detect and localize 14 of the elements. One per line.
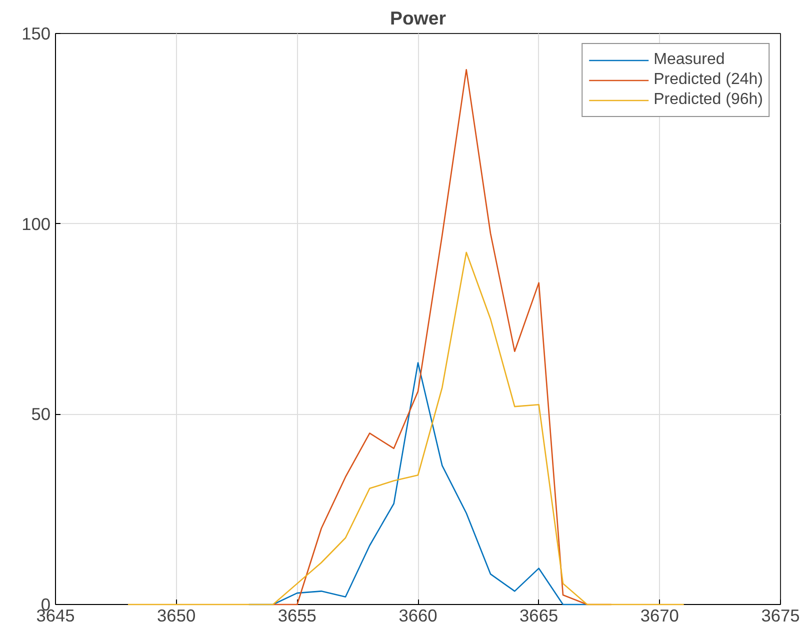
legend-label: Measured <box>654 51 725 69</box>
x-tick-label: 3660 <box>398 606 438 626</box>
x-tick-label: 3650 <box>157 606 196 626</box>
x-tick-label: 3670 <box>640 606 679 626</box>
x-tick-label: 3675 <box>761 606 800 626</box>
x-tick-label: 3655 <box>278 606 316 626</box>
y-tick-label: 100 <box>22 214 51 234</box>
legend-label: Predicted (96h) <box>654 91 763 109</box>
line-series <box>127 252 684 606</box>
chart-title: Power <box>390 8 446 28</box>
x-tick-label: 3665 <box>520 606 558 626</box>
y-tick-label: 50 <box>31 404 51 424</box>
legend-label: Predicted (24h) <box>654 71 763 89</box>
y-tick-label: 150 <box>22 24 51 44</box>
